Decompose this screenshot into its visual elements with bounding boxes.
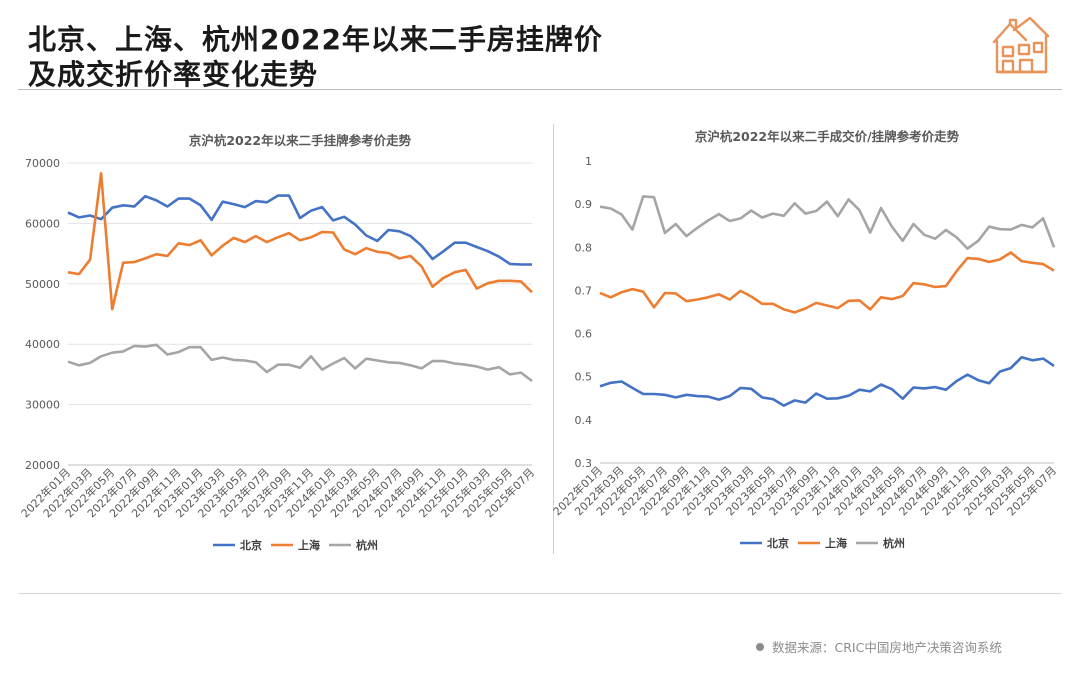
legend-item: 上海 [271,538,320,552]
y-tick-label: 0.8 [575,241,593,254]
series-line-0 [599,356,1055,407]
series-line-2 [599,195,1056,250]
legend-label: 上海 [825,536,847,550]
house-icon [992,16,1050,74]
source-text: 数据来源：CRIC中国房地产决策咨询系统 [772,640,1002,655]
series-line-0 [67,194,532,266]
page-title: 北京、上海、杭州2022年以来二手房挂牌价 及成交折价率变化走势 [28,22,603,92]
chart-title: 京沪杭2022年以来二手挂牌参考价走势 [189,133,412,148]
y-tick-label: 30000 [25,399,60,412]
listing-price-chart: 京沪杭2022年以来二手挂牌参考价走势 20000 30000 40000 50000 6… [18,133,537,552]
y-tick-label: 0.6 [575,328,593,341]
legend-label: 北京 [767,536,789,550]
footer-divider [18,593,1062,594]
header-divider [18,89,1062,90]
legend-item: 北京 [740,536,789,550]
y-tick-label: 20000 [25,459,60,472]
legend-label: 杭州 [356,538,378,552]
bullet-dot-icon [756,642,764,651]
y-tick-label: 60000 [25,217,60,230]
legend-item: 上海 [798,536,847,550]
series-line-2 [67,343,533,383]
ratio-chart: 京沪杭2022年以来二手成交价/挂牌参考价走势 0.3 0.4 0.5 0.6 0.7 0.… [550,129,1059,550]
legend-label: 杭州 [883,536,905,550]
y-tick-label: 1 [585,155,592,168]
legend-item: 北京 [213,538,262,552]
series-line-1 [599,251,1055,314]
y-tick-label: 70000 [25,157,60,170]
y-tick-label: 0.9 [575,198,593,211]
series-line-1 [67,171,533,311]
source-note: 数据来源：CRIC中国房地产决策咨询系统 [756,637,1002,656]
legend-label: 北京 [240,538,262,552]
chart-title: 京沪杭2022年以来二手成交价/挂牌参考价走势 [695,129,960,144]
legend-item: 杭州 [329,538,378,552]
y-tick-label: 50000 [25,278,60,291]
legend-item: 杭州 [856,536,905,550]
page-title-line-1: 北京、上海、杭州2022年以来二手房挂牌价 [28,23,603,56]
y-tick-label: 0.7 [575,284,593,297]
y-tick-label: 0.3 [575,457,593,470]
legend-label: 上海 [298,538,320,552]
y-tick-label: 40000 [25,338,60,351]
y-tick-label: 0.4 [575,414,593,427]
chart-divider [553,124,554,554]
page-title-line-2: 及成交折价率变化走势 [28,58,319,91]
y-tick-label: 0.5 [575,371,593,384]
